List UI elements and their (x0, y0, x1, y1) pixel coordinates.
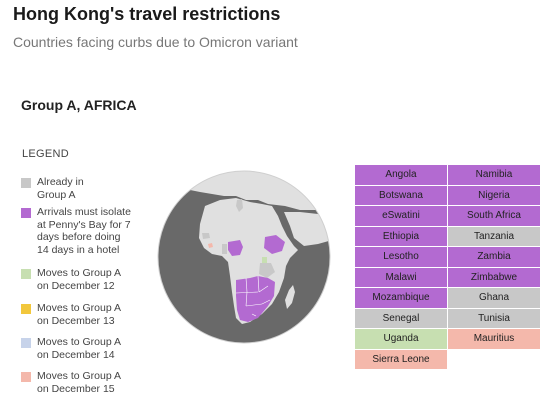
legend-item-label: Already in Group A (37, 176, 84, 201)
country-cell: Tunisia (447, 307, 541, 329)
legend-swatch (21, 338, 31, 348)
country-cell: South Africa (447, 205, 541, 227)
country-cell: Zimbabwe (447, 266, 541, 288)
table-row: Angola Namibia (354, 164, 541, 186)
country-cell: Ethiopia (354, 225, 448, 247)
country-cell: Uganda (354, 328, 448, 350)
table-row: Botswana Nigeria (354, 184, 541, 206)
country-cell: Sierra Leone (354, 348, 448, 370)
table-row: Mozambique Ghana (354, 287, 541, 309)
country-cell: Ghana (447, 287, 541, 309)
legend-item-already-group-a: Already in Group A (21, 176, 84, 201)
country-borders (235, 275, 271, 317)
chart-title: Hong Kong's travel restrictions (13, 4, 281, 24)
country-shape-sierra-leone (208, 243, 213, 248)
country-shape-ethiopia (264, 235, 285, 254)
table-row: Sierra Leone (354, 348, 541, 370)
country-shape-uganda (262, 257, 267, 263)
country-shape-ghana (222, 244, 227, 254)
country-cell: Zambia (447, 246, 541, 268)
country-cell: Nigeria (447, 184, 541, 206)
legend-swatch (21, 372, 31, 382)
table-row: eSwatini South Africa (354, 205, 541, 227)
legend-swatch (21, 178, 31, 188)
country-shape-tanzania (259, 263, 275, 278)
country-cell: eSwatini (354, 205, 448, 227)
country-cell: Malawi (354, 266, 448, 288)
legend-item-pennys-bay: Arrivals must isolate at Penny's Bay for … (21, 206, 131, 256)
table-row: Malawi Zimbabwe (354, 266, 541, 288)
legend-swatch (21, 304, 31, 314)
group-heading: Group A, AFRICA (21, 97, 137, 113)
country-cell: Lesotho (354, 246, 448, 268)
table-row: Lesotho Zambia (354, 246, 541, 268)
legend-title: LEGEND (22, 148, 70, 160)
country-cell: Namibia (447, 164, 541, 186)
chart-subtitle: Countries facing curbs due to Omicron va… (13, 34, 298, 50)
legend-item-label: Arrivals must isolate at Penny's Bay for … (37, 206, 131, 256)
country-cell: Senegal (354, 307, 448, 329)
legend-swatch (21, 208, 31, 218)
country-cell: Botswana (354, 184, 448, 206)
country-shape-senegal (202, 233, 210, 239)
country-cell: Tanzania (447, 225, 541, 247)
country-shape-nigeria (228, 240, 243, 256)
globe-rim (157, 170, 331, 344)
country-cell: Angola (354, 164, 448, 186)
country-cell: Mauritius (447, 328, 541, 350)
country-table: Angola Namibia Botswana Nigeria eSwatini Sout… (354, 164, 541, 370)
legend-swatch (21, 269, 31, 279)
country-cell: Mozambique (354, 287, 448, 309)
table-row: Ethiopia Tanzania (354, 225, 541, 247)
country-shape-tunisia (236, 199, 243, 212)
madagascar (285, 285, 295, 309)
table-row: Uganda Mauritius (354, 328, 541, 350)
table-row: Senegal Tunisia (354, 307, 541, 329)
